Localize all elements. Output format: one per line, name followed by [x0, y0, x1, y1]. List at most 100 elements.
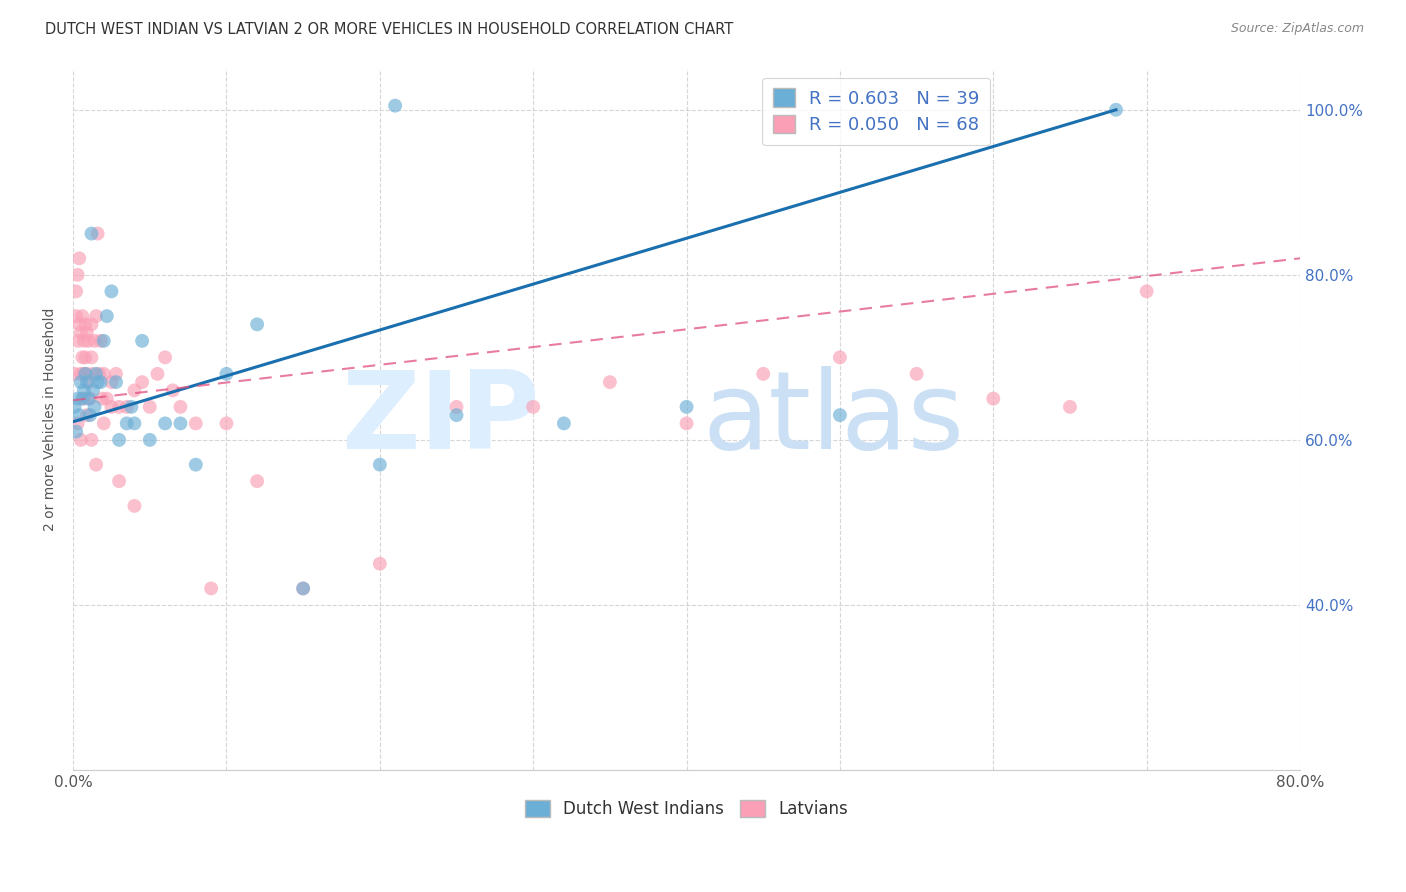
Point [124, 384, 146, 398]
Point [76, 375, 98, 389]
Point [66, 334, 89, 348]
Point [124, 417, 146, 431]
Point [96, 309, 118, 323]
Point [553, 417, 575, 431]
Point [69, 375, 91, 389]
Point [77, 375, 100, 389]
Point [93, 334, 115, 348]
Point [67, 318, 90, 332]
Point [79, 408, 101, 422]
Point [162, 384, 184, 398]
Point [599, 375, 621, 389]
Point [91, 392, 114, 406]
Point [108, 400, 131, 414]
Point [105, 375, 128, 389]
Point [675, 400, 697, 414]
Point [69, 326, 91, 340]
Point [292, 582, 315, 596]
Point [75, 351, 97, 365]
Point [72, 351, 94, 365]
Point [108, 474, 131, 488]
Point [1105, 103, 1128, 117]
Point [169, 417, 191, 431]
Text: ZIP: ZIP [340, 367, 540, 472]
Point [73, 392, 96, 406]
Point [100, 285, 122, 299]
Point [522, 400, 544, 414]
Point [115, 400, 138, 414]
Point [75, 318, 97, 332]
Point [65, 309, 87, 323]
Point [63, 400, 86, 414]
Point [84, 367, 107, 381]
Point [76, 408, 98, 422]
Point [89, 367, 111, 381]
Point [752, 367, 775, 381]
Point [1136, 285, 1159, 299]
Point [384, 98, 406, 112]
Point [66, 417, 89, 431]
Point [292, 582, 315, 596]
Point [69, 367, 91, 381]
Point [63, 367, 86, 381]
Point [77, 334, 100, 348]
Point [981, 392, 1004, 406]
Point [100, 375, 122, 389]
Point [1059, 400, 1081, 414]
Point [200, 582, 222, 596]
Point [93, 367, 115, 381]
Point [96, 392, 118, 406]
Point [139, 400, 162, 414]
Point [86, 375, 108, 389]
Point [828, 408, 851, 422]
Point [905, 367, 928, 381]
Text: DUTCH WEST INDIAN VS LATVIAN 2 OR MORE VEHICLES IN HOUSEHOLD CORRELATION CHART: DUTCH WEST INDIAN VS LATVIAN 2 OR MORE V… [45, 22, 734, 37]
Point [80, 227, 103, 241]
Point [100, 400, 122, 414]
Point [120, 400, 142, 414]
Point [83, 400, 105, 414]
Point [131, 375, 153, 389]
Point [72, 309, 94, 323]
Point [131, 334, 153, 348]
Point [675, 417, 697, 431]
Y-axis label: 2 or more Vehicles in Household: 2 or more Vehicles in Household [44, 308, 58, 531]
Legend: Dutch West Indians, Latvians: Dutch West Indians, Latvians [517, 793, 855, 825]
Point [73, 334, 96, 348]
Point [446, 408, 468, 422]
Point [368, 458, 391, 472]
Point [69, 433, 91, 447]
Point [153, 351, 176, 365]
Point [215, 367, 238, 381]
Point [66, 392, 89, 406]
Point [73, 367, 96, 381]
Point [90, 334, 112, 348]
Point [76, 326, 98, 340]
Text: Source: ZipAtlas.com: Source: ZipAtlas.com [1230, 22, 1364, 36]
Point [76, 367, 98, 381]
Point [82, 384, 104, 398]
Point [184, 417, 207, 431]
Point [84, 309, 107, 323]
Point [83, 334, 105, 348]
Point [72, 392, 94, 406]
Point [169, 400, 191, 414]
Point [108, 433, 131, 447]
Point [80, 433, 103, 447]
Point [246, 318, 269, 332]
Point [90, 375, 112, 389]
Point [80, 318, 103, 332]
Point [65, 285, 87, 299]
Point [65, 425, 87, 439]
Text: atlas: atlas [703, 367, 965, 472]
Point [105, 367, 128, 381]
Point [215, 417, 238, 431]
Point [73, 384, 96, 398]
Point [80, 351, 103, 365]
Point [153, 417, 176, 431]
Point [139, 433, 162, 447]
Point [67, 252, 90, 266]
Point [67, 408, 90, 422]
Point [75, 367, 97, 381]
Point [368, 557, 391, 571]
